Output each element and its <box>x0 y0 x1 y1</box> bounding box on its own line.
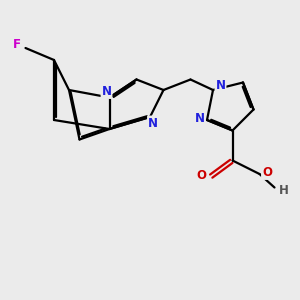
Text: N: N <box>148 116 158 130</box>
Text: N: N <box>215 79 226 92</box>
Text: N: N <box>194 112 205 125</box>
Text: O: O <box>262 166 272 179</box>
Text: N: N <box>101 85 112 98</box>
Text: F: F <box>13 38 20 52</box>
Text: O: O <box>196 169 206 182</box>
Text: H: H <box>279 184 288 197</box>
